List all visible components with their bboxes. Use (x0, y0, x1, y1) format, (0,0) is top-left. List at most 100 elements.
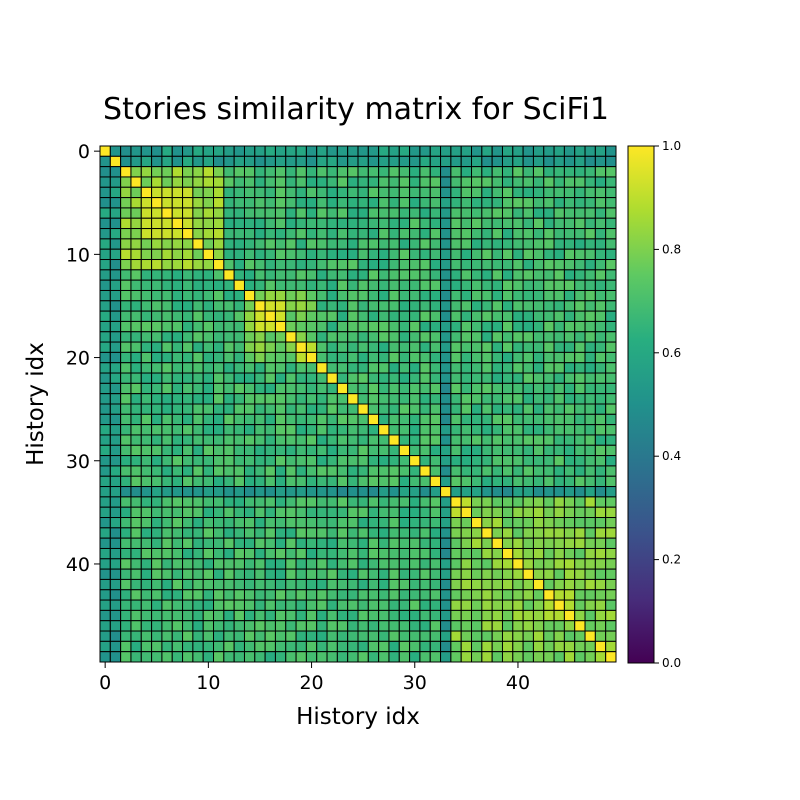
heatmap-cell (450, 568, 462, 580)
heatmap-cell (264, 176, 276, 188)
heatmap-cell (532, 217, 545, 230)
heatmap-cell (99, 434, 111, 446)
heatmap-cell (130, 640, 142, 653)
heatmap-cell (543, 320, 555, 333)
heatmap-cell (99, 166, 111, 178)
heatmap-cell (553, 331, 565, 343)
heatmap-cell (316, 527, 328, 539)
heatmap-cell (398, 341, 411, 353)
heatmap-cell (223, 248, 235, 261)
heatmap-cell (378, 455, 390, 467)
heatmap-cell (522, 176, 534, 188)
heatmap-cell (419, 465, 431, 477)
heatmap-cell (109, 630, 122, 642)
heatmap-cell (192, 259, 204, 271)
heatmap-cell (223, 517, 235, 529)
heatmap-cell (532, 248, 545, 261)
heatmap-cell (491, 362, 503, 374)
heatmap-cell (440, 455, 452, 467)
heatmap-cell (419, 527, 431, 539)
heatmap-cell (357, 609, 369, 622)
heatmap-cell (130, 207, 142, 219)
heatmap-cell (151, 269, 163, 281)
heatmap-cell (522, 558, 534, 570)
heatmap-cell (171, 434, 184, 446)
heatmap-cell (151, 331, 163, 343)
heatmap-cell (243, 197, 256, 209)
heatmap-cell (254, 651, 266, 663)
heatmap-cell (481, 176, 493, 188)
heatmap-cell (512, 547, 524, 560)
heatmap-cell (151, 259, 163, 271)
heatmap-cell (326, 145, 338, 157)
heatmap-cell (254, 197, 266, 209)
heatmap-cell (264, 640, 276, 653)
heatmap-cell (182, 578, 194, 591)
heatmap-cell (140, 465, 153, 477)
heatmap-cell (264, 155, 276, 168)
heatmap-cell (202, 351, 215, 364)
heatmap-cell (357, 403, 369, 415)
heatmap-cell (285, 444, 297, 457)
heatmap-cell (285, 248, 297, 261)
heatmap-cell (171, 424, 184, 436)
heatmap-cell (274, 320, 287, 333)
heatmap-cell (264, 197, 276, 209)
heatmap-cell (151, 186, 163, 199)
heatmap-cell (471, 372, 483, 384)
heatmap-cell (151, 176, 163, 188)
heatmap-cell (574, 506, 586, 519)
heatmap-cell (460, 558, 473, 570)
heatmap-cell (491, 496, 503, 508)
heatmap-cell (295, 166, 307, 178)
heatmap-cell (140, 444, 153, 457)
heatmap-cell (367, 578, 380, 591)
heatmap-cell (429, 403, 442, 415)
heatmap-cell (543, 537, 555, 549)
heatmap-cell (192, 248, 204, 261)
heatmap-cell (202, 382, 215, 395)
heatmap-cell (182, 259, 194, 271)
heatmap-cell (213, 517, 225, 529)
heatmap-cell (522, 207, 534, 219)
heatmap-cell (202, 496, 215, 508)
heatmap-cell (305, 527, 318, 539)
heatmap-cell (274, 434, 287, 446)
heatmap-cell (274, 331, 287, 343)
heatmap-cell (388, 166, 400, 178)
heatmap-cell (398, 640, 411, 653)
heatmap-cell (109, 568, 122, 580)
heatmap-cell (419, 413, 431, 426)
heatmap-cell (357, 176, 369, 188)
heatmap-cell (522, 589, 534, 601)
heatmap-cell (563, 238, 576, 250)
heatmap-cell (440, 289, 452, 302)
heatmap-cell (460, 465, 473, 477)
heatmap-cell (584, 599, 596, 611)
heatmap-cell (501, 465, 514, 477)
heatmap-cell (491, 166, 503, 178)
heatmap-cell (532, 413, 545, 426)
heatmap-cell (326, 599, 338, 611)
heatmap-cell (285, 578, 297, 591)
heatmap-cell (99, 362, 111, 374)
heatmap-cell (584, 424, 596, 436)
heatmap-cell (264, 599, 276, 611)
heatmap-cell (532, 238, 545, 250)
heatmap-cell (151, 589, 163, 601)
heatmap-cell (388, 145, 400, 157)
heatmap-cell (419, 640, 431, 653)
heatmap-cell (563, 166, 576, 178)
heatmap-cell (574, 558, 586, 570)
heatmap-cell (336, 393, 349, 405)
heatmap-cell (254, 558, 266, 570)
heatmap-cell (243, 589, 256, 601)
heatmap-cell (605, 589, 617, 601)
heatmap-cell (419, 145, 431, 157)
heatmap-cell (584, 176, 596, 188)
heatmap-cell (295, 207, 307, 219)
heatmap-cell (594, 537, 607, 549)
heatmap-cell (295, 238, 307, 250)
heatmap-cell (192, 362, 204, 374)
heatmap-cell (254, 620, 266, 632)
